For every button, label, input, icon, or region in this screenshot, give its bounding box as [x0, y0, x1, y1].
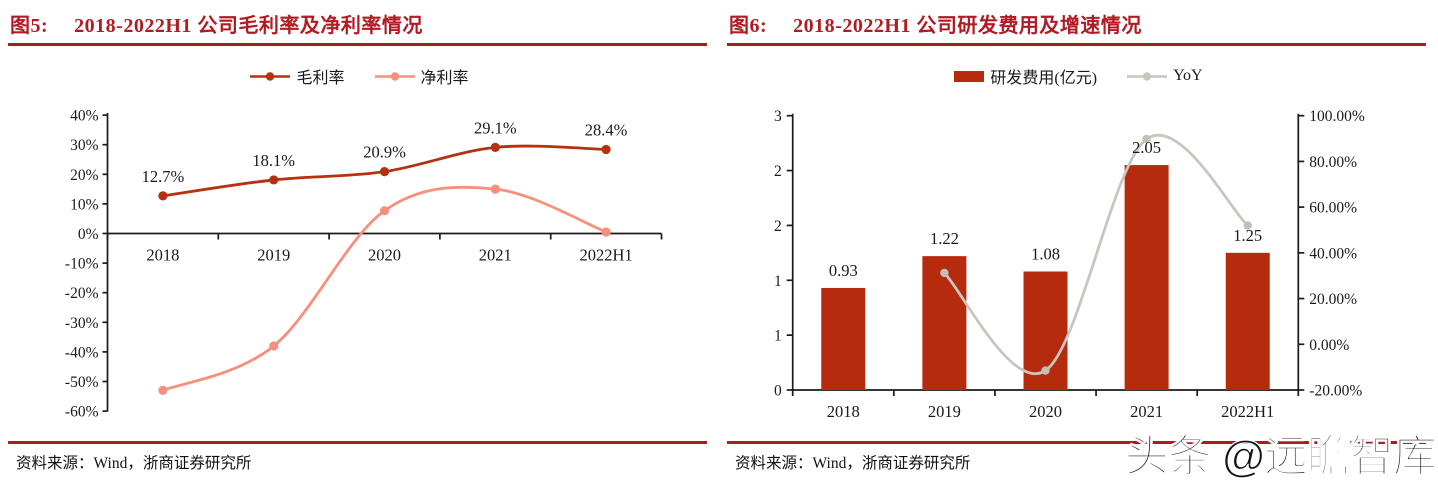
legend-line-swatch — [250, 71, 291, 81]
svg-text:20%: 20% — [70, 167, 99, 184]
svg-text:2: 2 — [774, 163, 782, 180]
svg-text:2021: 2021 — [1130, 402, 1163, 421]
svg-text:1.08: 1.08 — [1031, 245, 1060, 264]
legend-item: 毛利率 — [250, 64, 345, 88]
svg-text:20.9%: 20.9% — [363, 143, 406, 162]
figure5-legend: 毛利率 净利率 — [0, 64, 719, 88]
svg-text:-40%: -40% — [65, 344, 99, 361]
figure5-title-underline — [8, 43, 707, 46]
figure6-title-text: 2018-2022H1 公司研发费用及增速情况 — [793, 15, 1142, 37]
toutiao-watermark: 头条 @远瞻智库 — [1124, 431, 1437, 481]
svg-text:40%: 40% — [70, 108, 99, 125]
svg-text:2020: 2020 — [1029, 402, 1062, 421]
legend-label: 毛利率 — [296, 70, 345, 87]
rd-expense-bar-chart: 3 2 2 1 1 0 100.00% 80.00% 60.00% 40.00% 20.00% 0.0… — [774, 108, 1365, 421]
legend-label: 研发费用(亿元) — [990, 70, 1098, 87]
svg-text:30%: 30% — [70, 137, 99, 154]
legend-line-swatch — [374, 71, 415, 81]
svg-text:-60%: -60% — [65, 404, 99, 421]
svg-text:2020: 2020 — [368, 246, 401, 265]
figure6-title: 图6: 2018-2022H1 公司研发费用及增速情况 — [729, 9, 1142, 38]
svg-text:2: 2 — [774, 218, 782, 235]
svg-text:2.05: 2.05 — [1132, 138, 1161, 157]
svg-text:0.93: 0.93 — [829, 261, 858, 280]
svg-text:0: 0 — [774, 383, 782, 400]
legend-label: YoY — [1173, 67, 1203, 84]
figure6-label: 图6: — [729, 15, 768, 37]
figure5-title-text: 2018-2022H1 公司毛利率及净利率情况 — [74, 15, 423, 37]
figure5-panel: 图5: 2018-2022H1 公司毛利率及净利率情况 毛利率 净利率 40% 30%… — [0, 9, 719, 472]
svg-text:3: 3 — [774, 108, 782, 125]
legend-item: YoY — [1127, 67, 1203, 85]
legend-item: 净利率 — [374, 64, 469, 88]
svg-text:0.00%: 0.00% — [1309, 337, 1349, 354]
legend-bar-swatch — [954, 70, 985, 82]
svg-text:2019: 2019 — [257, 246, 290, 265]
figure6-source-divider — [727, 441, 1426, 444]
legend-label: 净利率 — [420, 70, 469, 87]
svg-text:-20.00%: -20.00% — [1309, 383, 1362, 400]
figure5-source-divider — [8, 441, 707, 444]
svg-text:2022H1: 2022H1 — [580, 246, 633, 265]
legend-line-swatch — [1127, 71, 1168, 81]
figure6-panel: 图6: 2018-2022H1 公司研发费用及增速情况 研发费用(亿元) YoY 3… — [719, 0, 1438, 486]
svg-text:2018: 2018 — [146, 246, 179, 265]
svg-text:20.00%: 20.00% — [1309, 291, 1357, 308]
svg-text:60.00%: 60.00% — [1309, 200, 1357, 217]
svg-text:-30%: -30% — [65, 315, 99, 332]
svg-text:2022H1: 2022H1 — [1221, 402, 1274, 421]
svg-text:1: 1 — [774, 328, 782, 345]
svg-text:28.4%: 28.4% — [585, 120, 628, 139]
svg-text:2021: 2021 — [479, 246, 512, 265]
svg-text:18.1%: 18.1% — [252, 151, 295, 170]
legend-item: 研发费用(亿元) — [954, 64, 1097, 88]
svg-text:40.00%: 40.00% — [1309, 245, 1357, 262]
figure6-title-underline — [727, 43, 1426, 46]
svg-text:1.22: 1.22 — [930, 229, 959, 248]
svg-text:1: 1 — [774, 273, 782, 290]
figure5-title: 图5: 2018-2022H1 公司毛利率及净利率情况 — [10, 9, 423, 38]
margin-line-chart: 40% 30% 20% 10% 0% -10% -20% -30% -40% -50% -60% 20… — [65, 108, 663, 421]
figure5-label: 图5: — [10, 15, 49, 37]
svg-text:12.7%: 12.7% — [142, 167, 185, 186]
svg-text:0%: 0% — [78, 226, 99, 243]
figure5-source-note: 资料来源：Wind，浙商证券研究所 — [16, 455, 252, 472]
svg-text:-50%: -50% — [65, 374, 99, 391]
figure6-legend: 研发费用(亿元) YoY — [719, 64, 1438, 88]
svg-text:-10%: -10% — [65, 256, 99, 273]
svg-text:1.25: 1.25 — [1233, 226, 1262, 245]
svg-text:2018: 2018 — [827, 402, 860, 421]
svg-text:10%: 10% — [70, 196, 99, 213]
svg-text:-20%: -20% — [65, 285, 99, 302]
svg-text:80.00%: 80.00% — [1309, 154, 1357, 171]
svg-text:100.00%: 100.00% — [1309, 108, 1365, 125]
figure6-source-note: 资料来源：Wind，浙商证券研究所 — [735, 455, 971, 472]
svg-text:29.1%: 29.1% — [474, 118, 517, 137]
svg-text:2019: 2019 — [928, 402, 961, 421]
